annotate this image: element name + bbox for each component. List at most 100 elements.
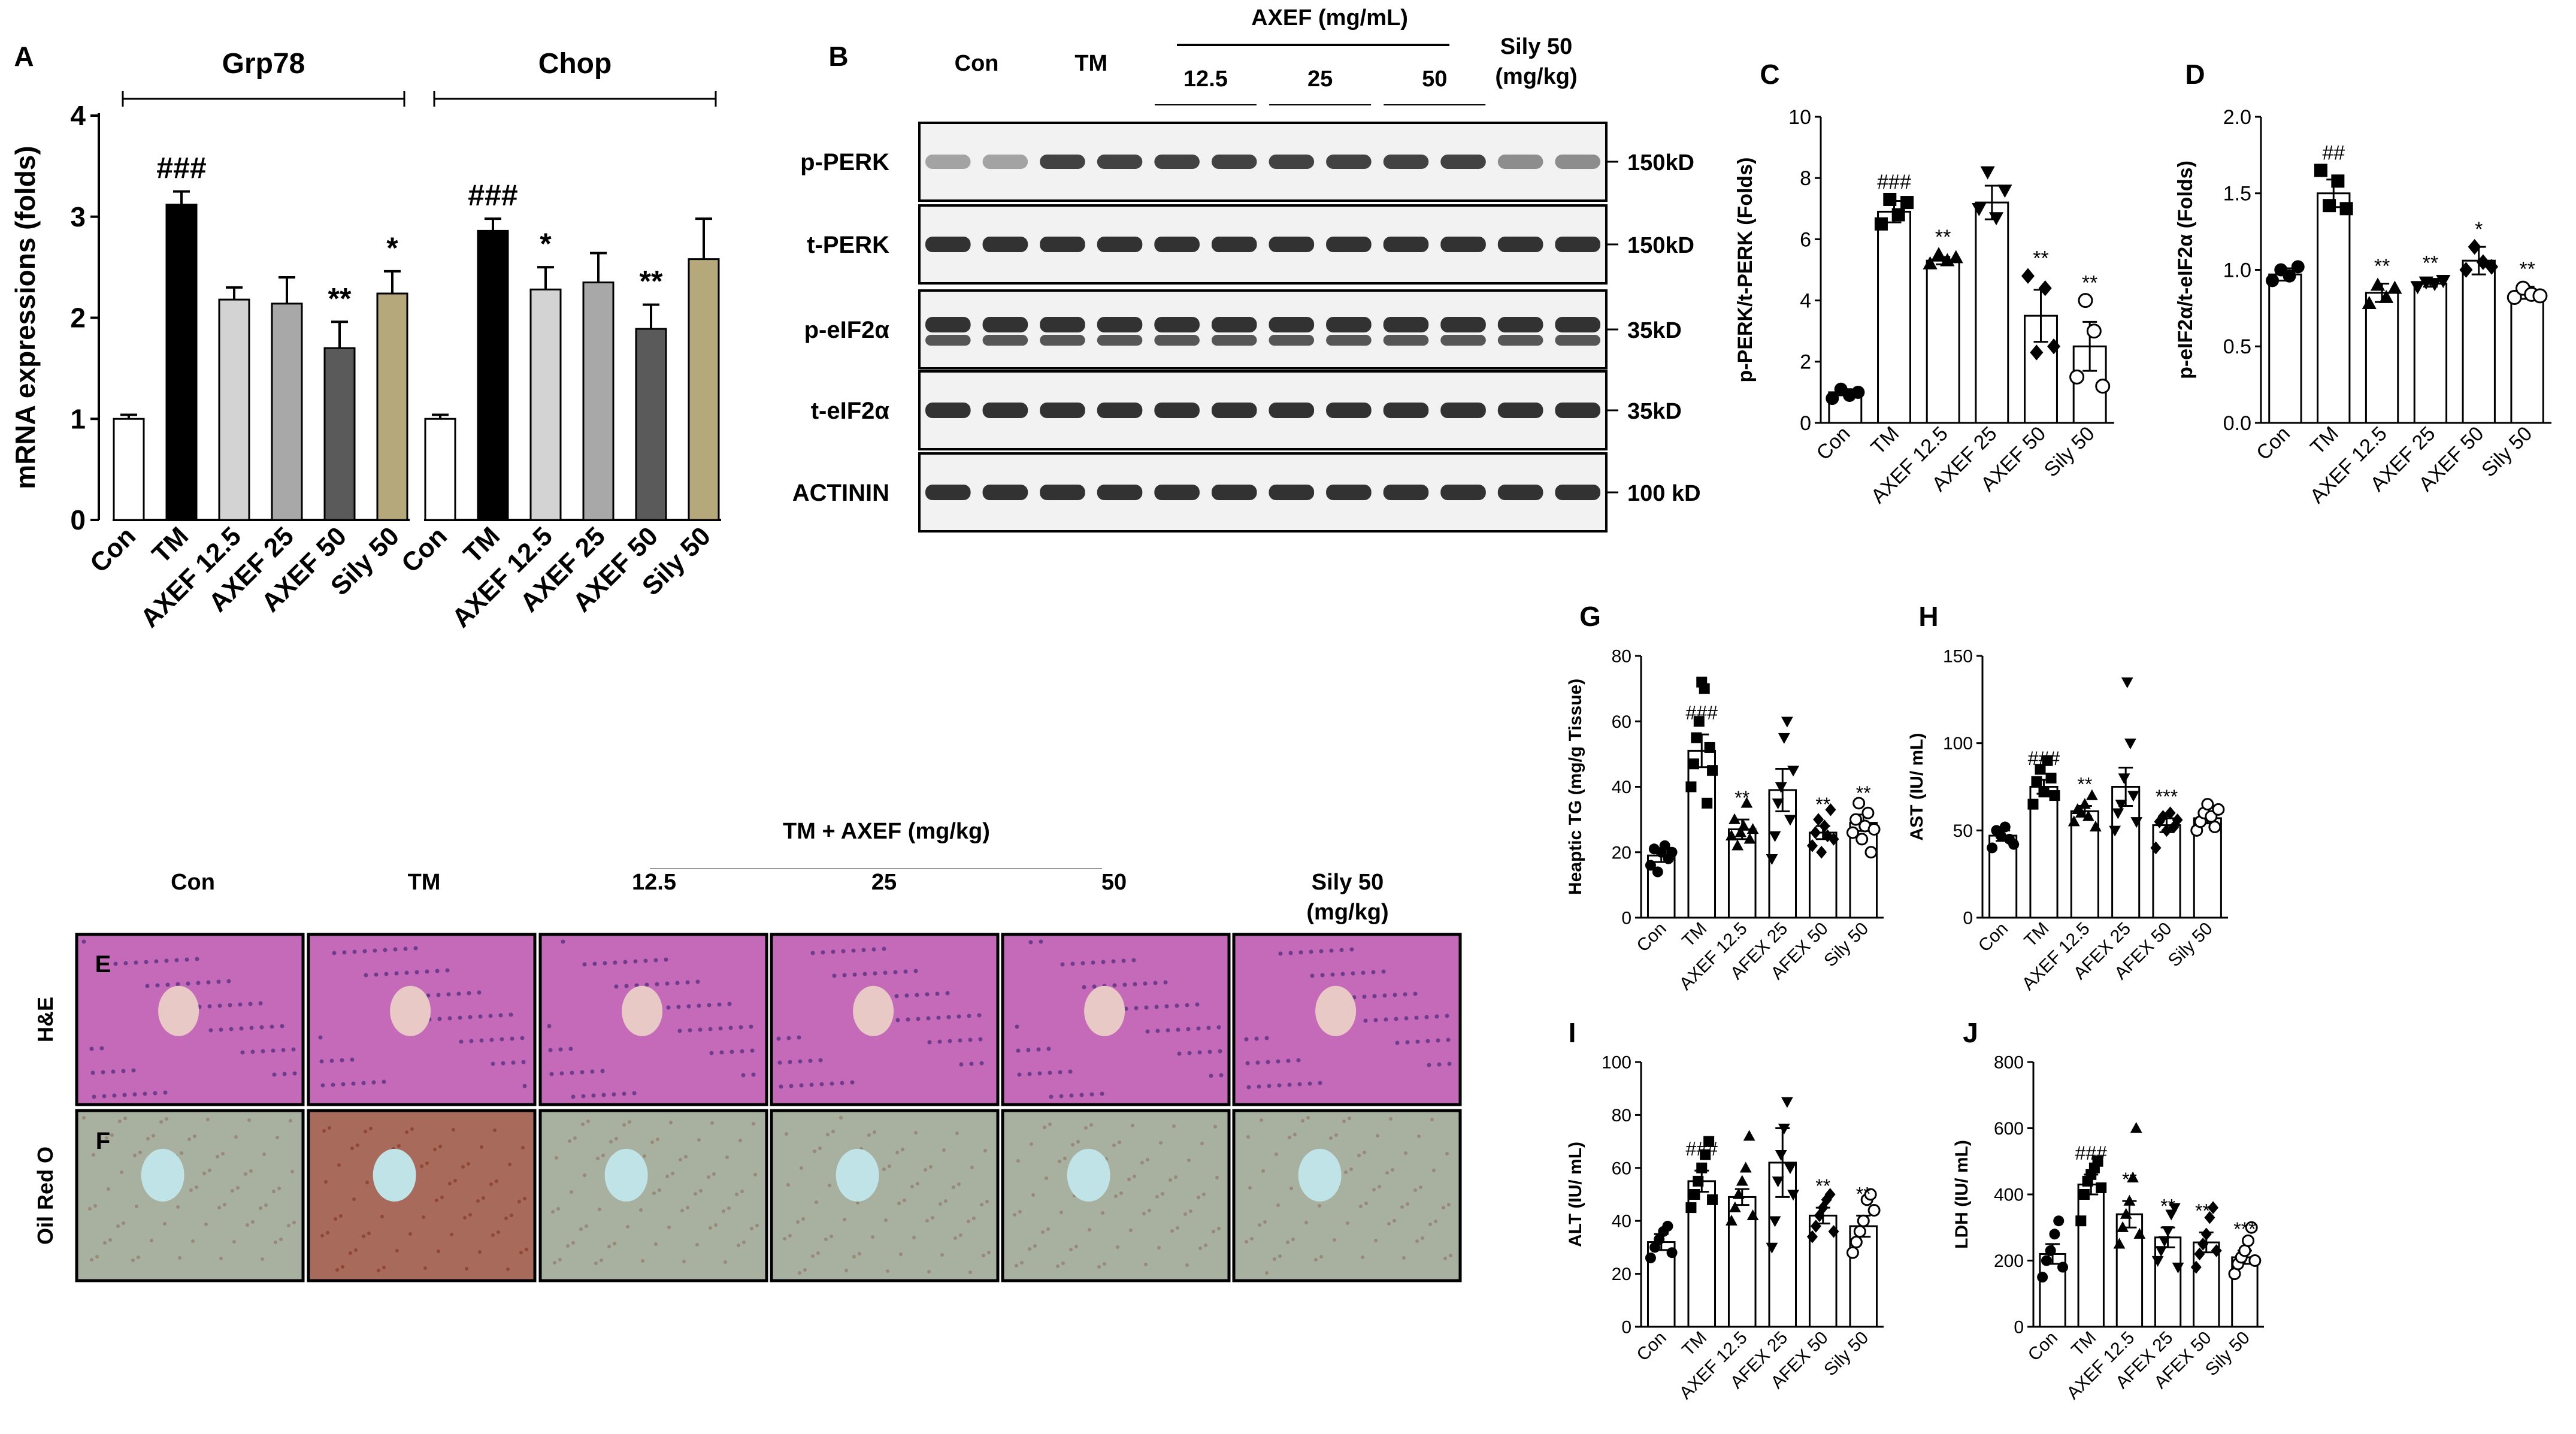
nucleus-dot [1068, 1069, 1073, 1074]
nucleus-dot [1413, 991, 1418, 996]
lane-label: TM [1074, 51, 1107, 76]
lipid-dot [1301, 1119, 1304, 1123]
oil-red-o-image [770, 1109, 1000, 1282]
data-point [2124, 739, 2136, 750]
nucleus-dot [1329, 948, 1334, 953]
data-point [2118, 773, 2130, 785]
nucleus-dot [208, 1028, 213, 1033]
lipid-dot [377, 1269, 380, 1272]
bar [2317, 192, 2351, 424]
lipid-dot [90, 1258, 93, 1261]
lipid-dot [1374, 1239, 1378, 1242]
oil-red-o-image-tile [1232, 1109, 1462, 1282]
nucleus-dot [1320, 973, 1325, 978]
lipid-dot [1342, 1120, 1346, 1123]
lipid-dot [1142, 1212, 1146, 1215]
lipid-dot [264, 1203, 268, 1207]
bar [2413, 282, 2448, 424]
nucleus-dot [1445, 1014, 1449, 1018]
bar-group [2266, 260, 2305, 424]
lipid-dot [159, 1120, 163, 1124]
lipid-dot [120, 1170, 123, 1174]
molecular-weight-label: 150kD [1627, 233, 1694, 258]
data-point [2041, 1255, 2052, 1266]
band [1211, 317, 1257, 332]
y-tick-label: 0 [2014, 1318, 2024, 1338]
data-point [1853, 1225, 1866, 1238]
histology-column-label: 50 [1101, 870, 1127, 895]
lipid-dot [788, 1234, 792, 1238]
data-point [2092, 1155, 2103, 1167]
nucleus-dot [1340, 972, 1345, 976]
lipid-dot [1275, 1152, 1278, 1156]
lipid-dot [740, 1190, 744, 1193]
lipid-dot [899, 1253, 903, 1256]
lipid-dot [1304, 1221, 1308, 1224]
data-point [1891, 208, 1905, 222]
nucleus-dot [653, 958, 658, 963]
data-point [1861, 806, 1875, 819]
central-vein [622, 985, 663, 1036]
lipid-dot [437, 1250, 440, 1253]
nucleus-dot [906, 1017, 910, 1022]
nucleus-dot [113, 961, 118, 966]
lipid-dot [450, 1233, 453, 1236]
lipid-dot [1258, 1223, 1261, 1227]
data-point [1816, 845, 1827, 859]
band [1326, 317, 1372, 332]
lipid-dot [247, 1118, 251, 1122]
blot-row: t-PERK 150kD [807, 204, 1694, 285]
nucleus-dot [916, 1016, 921, 1021]
molecular-weight-label: 35kD [1627, 318, 1682, 343]
band [1326, 403, 1372, 418]
band [1440, 403, 1486, 418]
panel-letter: H [1918, 601, 1938, 632]
lipid-dot [1174, 1175, 1177, 1179]
lipid-dot [1349, 1167, 1353, 1171]
nucleus-dot [935, 991, 940, 996]
nucleus-dot [280, 1024, 284, 1028]
nucleus-dot [777, 1060, 782, 1065]
nucleus-dot [174, 958, 179, 963]
lipid-dot [1442, 1206, 1445, 1209]
lipid-dot [223, 1203, 226, 1206]
data-point [1703, 1136, 1715, 1147]
nucleus-dot [99, 1046, 104, 1051]
bar-group [1766, 1097, 1799, 1328]
lipid-dot [803, 1268, 807, 1272]
data-point [1729, 1201, 1741, 1212]
lipid-dot [1329, 1136, 1333, 1140]
bar [376, 292, 408, 521]
lipid-dot [985, 1200, 989, 1203]
nucleus-dot [1058, 1070, 1063, 1075]
lipid-dot [1146, 1158, 1149, 1161]
lipid-dot [1129, 1229, 1133, 1232]
y-axis-label: LDH (IU/ mL) [1952, 1140, 1972, 1249]
significance-mark: ** [1935, 226, 1951, 249]
data-point [2197, 1238, 2209, 1251]
y-tick-label: 80 [1612, 647, 1631, 667]
data-point [2127, 1172, 2139, 1183]
nucleus-dot [718, 1026, 723, 1031]
panel-letter: E [95, 951, 111, 978]
significance-mark: ** [328, 282, 352, 315]
y-tick-label: 10 [1788, 106, 1811, 129]
data-point [2082, 810, 2094, 821]
bar-group [2190, 798, 2225, 919]
lipid-dot [957, 1182, 961, 1186]
nucleus-dot [1059, 1094, 1064, 1099]
nucleus-dot [852, 972, 857, 977]
bar [1926, 259, 1960, 424]
lipid-dot [337, 1163, 341, 1167]
y-tick-label: 0 [1621, 1318, 1631, 1338]
lipid-dot [566, 1244, 570, 1248]
nucleus-dot [926, 1016, 931, 1021]
lipid-dot [476, 1199, 480, 1203]
data-point [1736, 1175, 1748, 1186]
data-point [1740, 797, 1753, 808]
lipid-dot [1346, 1221, 1349, 1225]
bar-group: ### [1685, 676, 1718, 919]
nucleus-dot [329, 1058, 334, 1063]
nucleus-dot [488, 1014, 493, 1018]
bar-group: *** [2228, 1218, 2262, 1328]
